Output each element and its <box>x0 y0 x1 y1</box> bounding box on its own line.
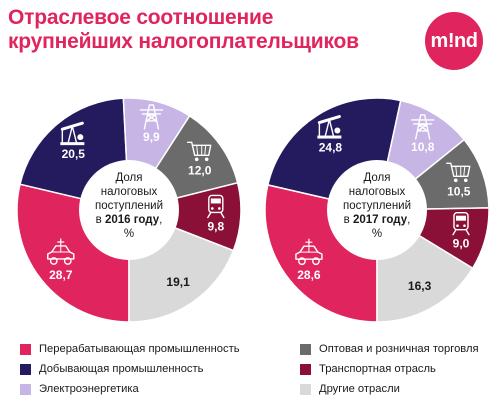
oil-pump-weight <box>334 127 341 134</box>
center-label-line-4: в 2016 году, <box>96 214 163 226</box>
power-tower-icon <box>410 114 435 140</box>
center-label-line-3: поступлений <box>343 200 411 212</box>
value-label-mining: 20,5 <box>62 147 86 161</box>
car-gear <box>57 238 65 246</box>
cart-wheel-left <box>453 178 458 183</box>
center-label-year: 2017 году <box>353 214 408 226</box>
car-gear <box>305 238 313 246</box>
train-rails <box>207 211 225 219</box>
donut-hole <box>327 160 427 260</box>
donut-hole <box>79 160 179 260</box>
center-label-prefix: в <box>344 214 353 226</box>
train-light-right <box>463 224 466 227</box>
oil-pump-weight <box>77 134 84 141</box>
train-icon <box>207 194 225 219</box>
center-label-year: 2016 году <box>105 214 160 226</box>
car-wheel-left <box>49 257 58 265</box>
power-tower-icon <box>139 104 164 130</box>
cart-wheel-right <box>204 157 209 162</box>
chart-title-line-1: Отраслевое соотношение <box>8 6 274 29</box>
train-light-left <box>456 224 459 227</box>
shopping-cart-icon <box>187 141 212 162</box>
car-detail <box>51 245 71 253</box>
center-label-line-5: % <box>124 228 134 240</box>
oil-pump-frame <box>324 118 335 137</box>
oil-pump-base <box>317 135 342 139</box>
value-label-transport: 9,0 <box>453 237 470 251</box>
car-wheel-right <box>312 257 320 266</box>
value-label-trade: 10,5 <box>447 184 471 198</box>
cart-grid <box>455 165 466 177</box>
oil-pump-base <box>60 142 85 146</box>
train-icon <box>452 211 470 236</box>
car-body <box>295 245 323 260</box>
chart-title-line-2: крупнейших налогоплательщиков <box>8 30 359 53</box>
center-label-suffix: , <box>159 214 162 226</box>
center-label-line-5: % <box>372 228 382 240</box>
train-body <box>453 211 469 231</box>
chart-title: Отраслевое соотношение крупнейших налого… <box>8 6 359 54</box>
donut-chart-2: 28,6 24,8 10,8 10,5 9,0 16,3 Доля налоговых пост… <box>264 97 490 323</box>
value-label-processing: 28,7 <box>49 268 73 282</box>
car-body <box>47 245 75 260</box>
train-body <box>208 194 224 214</box>
car-icon <box>47 238 75 265</box>
value-label-mining: 24,8 <box>319 141 343 155</box>
oil-pump-icon <box>317 115 342 139</box>
logo-text: m!nd <box>430 29 478 52</box>
center-label-prefix: в <box>96 214 105 226</box>
center-label-line-2: налоговых <box>101 186 158 198</box>
train-window <box>455 215 466 221</box>
power-tower-frame <box>139 104 164 130</box>
car-wheel-right <box>63 257 72 265</box>
value-label-other: 16,3 <box>408 279 432 293</box>
train-window <box>210 198 221 204</box>
center-label-line-4: в 2017 году, <box>344 214 411 226</box>
value-label-energy: 9,9 <box>143 130 160 144</box>
car-detail <box>299 245 319 253</box>
value-label-trade: 12,0 <box>188 163 212 177</box>
center-label-suffix: , <box>407 214 410 226</box>
center-label-line-1: Доля <box>116 172 143 184</box>
center-label-line-2: налоговых <box>349 186 406 198</box>
oil-pump-frame <box>67 125 78 143</box>
center-label-line-1: Доля <box>364 172 391 184</box>
cart-wheel-right <box>463 178 468 183</box>
train-rails <box>452 228 470 236</box>
shopping-cart-icon <box>446 162 471 183</box>
mind-logo: m!nd <box>425 12 483 70</box>
center-label-line-3: поступлений <box>95 200 163 212</box>
car-wheel-left <box>298 257 306 266</box>
cart-wheel-left <box>194 157 199 162</box>
cart-grid <box>196 144 207 156</box>
value-label-energy: 10,8 <box>411 140 435 154</box>
train-light-right <box>218 207 221 210</box>
power-tower-frame <box>410 114 435 140</box>
donut-chart-1: 28,7 20,5 9,9 12,0 9,8 19,1 Доля налоговых посту… <box>16 97 242 323</box>
train-light-left <box>211 207 214 210</box>
value-label-processing: 28,6 <box>297 268 321 282</box>
value-label-transport: 9,8 <box>207 220 224 234</box>
value-label-other: 19,1 <box>166 275 190 289</box>
oil-pump-icon <box>60 121 85 146</box>
car-icon <box>295 238 323 266</box>
